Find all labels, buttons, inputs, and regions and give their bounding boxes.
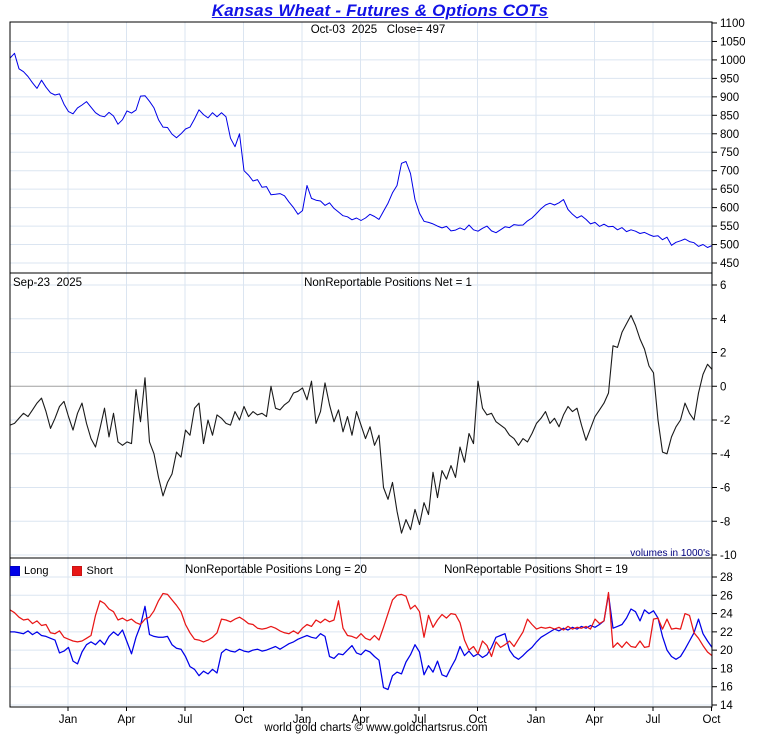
x-tick-label: Apr [118,714,136,726]
y-tick-label: 650 [720,184,739,196]
volumes-note: volumes in 1000's [630,548,710,559]
page-title: Kansas Wheat - Futures & Options COTs [211,1,549,20]
series-net-line [9,314,713,534]
price-close-annotation: Oct-03 2025 Close= 497 [310,24,446,36]
y-tick-label: -2 [720,415,730,427]
y-tick-label: 24 [720,609,733,621]
net-date-label: Sep-23 2025 [13,277,83,289]
y-tick-label: 14 [720,700,733,712]
y-tick-label: 0 [720,381,726,393]
net-panel-header: NonReportable Positions Net = 1 [304,277,472,289]
y-tick-label: 500 [720,240,739,252]
y-tick-label: -6 [720,483,730,495]
y-tick-label: 550 [720,221,739,233]
y-tick-label: 1000 [720,55,746,67]
x-tick-label: Oct [235,714,254,726]
long-panel-header: NonReportable Positions Long = 20 [185,564,367,576]
series-close-line [9,52,713,248]
x-tick-label: Jan [527,714,546,726]
series-short-line [9,591,713,658]
y-tick-label: 4 [720,314,727,326]
y-tick-label: -4 [720,449,731,461]
series-long-line [10,593,713,691]
x-tick-label: Oct [469,714,488,726]
y-tick-label: 1050 [720,36,746,48]
y-tick-label: 2 [720,348,726,360]
y-tick-label: 20 [720,645,733,657]
y-tick-label: 22 [720,627,733,639]
y-tick-label: -8 [720,516,730,528]
y-tick-label: 6 [720,280,726,292]
x-tick-label: Jan [59,714,78,726]
y-tick-label: 1100 [720,18,745,30]
y-tick-label: 600 [720,203,739,215]
y-tick-label: 26 [720,590,733,602]
y-tick-label: 800 [720,129,739,141]
y-tick-label: 950 [720,73,739,85]
x-tick-label: Jan [293,714,312,726]
x-tick-label: Jul [178,714,193,726]
y-tick-label: 750 [720,147,739,159]
short-swatch-icon [72,566,83,576]
y-tick-label: -10 [720,550,737,562]
y-tick-label: 450 [720,258,739,270]
y-tick-label: 18 [720,663,733,675]
x-tick-label: Oct [703,714,722,726]
legend-short-label: Short [86,565,113,577]
short-panel-header: NonReportable Positions Short = 19 [444,564,628,576]
y-tick-label: 700 [720,166,739,178]
legend: Long Short [10,565,113,577]
y-tick-label: 850 [720,110,739,122]
x-tick-label: Jul [412,714,427,726]
footer-credit: world gold charts © www.goldchartsrus.co… [264,722,488,734]
x-tick-label: Apr [352,714,370,726]
y-tick-label: 900 [720,92,739,104]
y-tick-label: 16 [720,682,733,694]
x-tick-label: Apr [586,714,604,726]
legend-long-label: Long [24,565,49,577]
x-tick-label: Jul [646,714,661,726]
long-swatch-icon [10,566,20,576]
y-tick-label: 28 [720,572,733,584]
